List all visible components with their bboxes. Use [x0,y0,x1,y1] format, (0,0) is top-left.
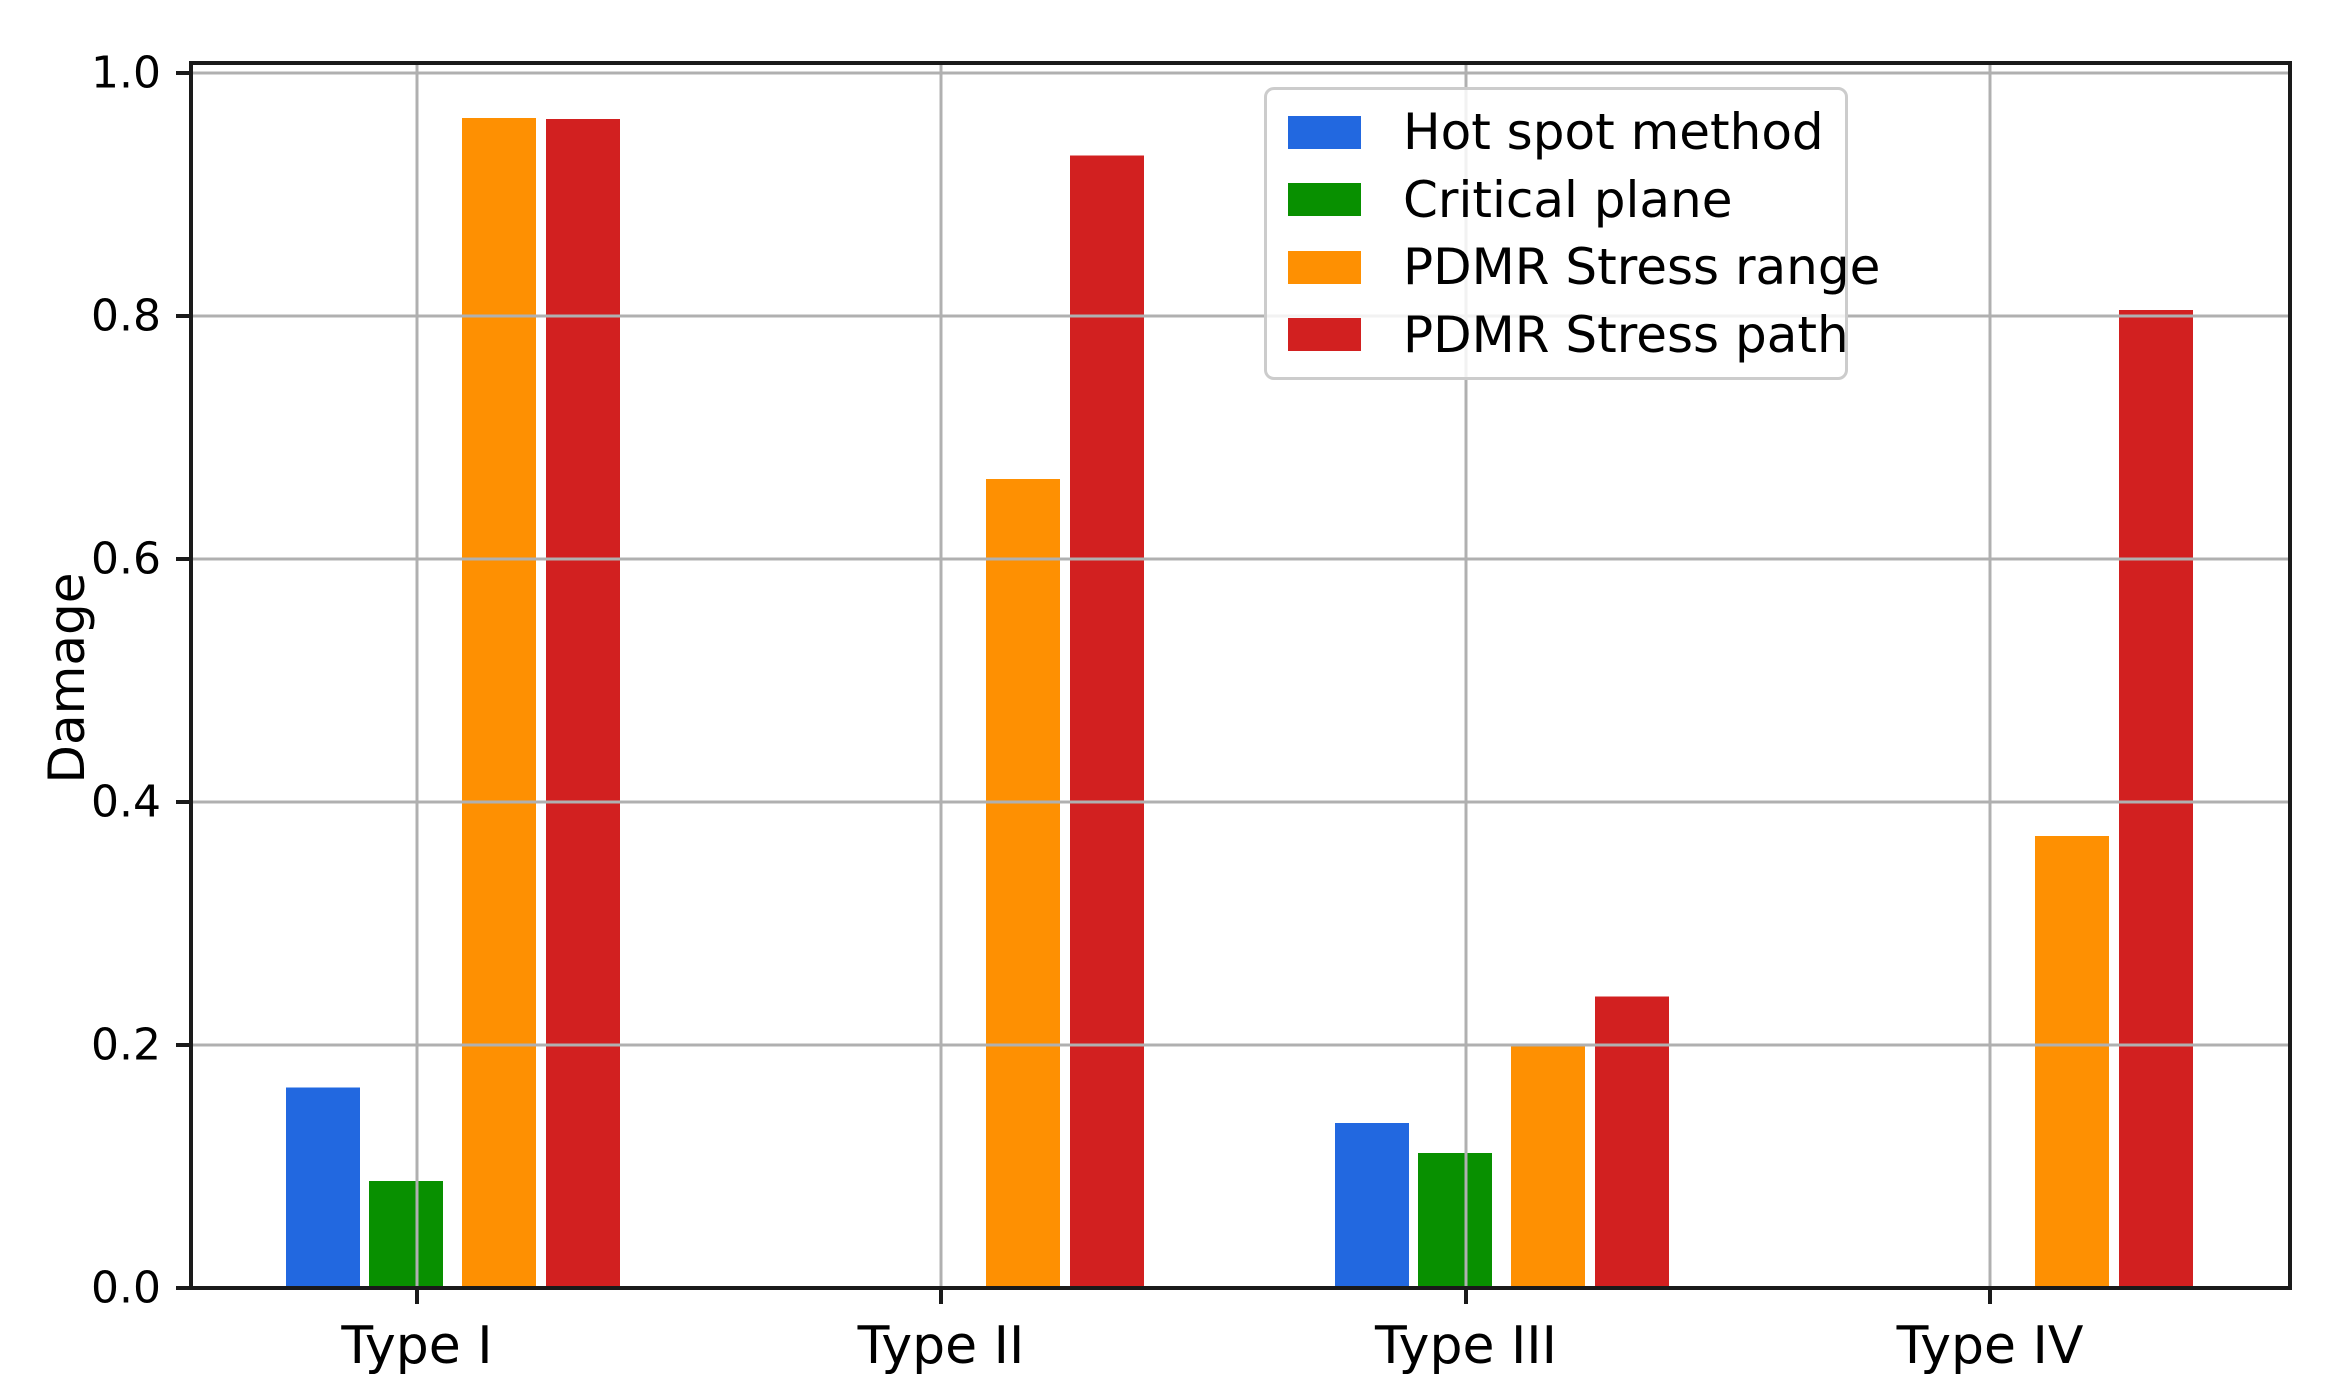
bar [286,1087,360,1288]
legend: Hot spot method Critical plane PDMR Stre… [1264,87,1880,380]
legend-swatch-red [1288,318,1361,352]
x-tick-label: Type II [857,1316,1025,1376]
x-tick-label: Type I [340,1316,492,1376]
bar [546,119,620,1288]
y-axis-label: Damage [38,572,96,784]
legend-label: PDMR Stress path [1403,305,1849,364]
y-tick-label: 0.2 [91,1020,161,1071]
legend-swatch-blue [1288,115,1361,149]
legend-label: Hot spot method [1403,103,1824,162]
plot-border [189,61,2292,1290]
bar [2035,836,2109,1288]
bar [1511,1045,1585,1288]
x-tick-label: Type III [1374,1316,1557,1376]
bar [462,117,536,1289]
legend-item: PDMR Stress range [1267,242,1880,292]
legend-label: PDMR Stress range [1403,238,1881,297]
bar [2119,309,2193,1288]
bar [1595,996,1669,1288]
y-tick-label: 0.0 [91,1263,161,1314]
bar [1335,1122,1409,1288]
legend-item: Critical plane [1267,175,1845,225]
x-tick-label: Type IV [1896,1316,2084,1376]
legend-label: Critical plane [1403,170,1733,229]
y-tick-label: 0.8 [91,291,161,342]
legend-item: PDMR Stress path [1267,310,1849,360]
legend-swatch-orange [1288,250,1361,284]
legend-item: Hot spot method [1267,107,1845,157]
y-tick-label: 0.4 [91,777,161,828]
y-tick-label: 0.6 [91,534,161,585]
bar [986,478,1060,1288]
bar [369,1181,443,1288]
bar [1070,155,1144,1288]
bar [1418,1153,1492,1288]
legend-swatch-green [1288,183,1361,217]
y-tick-label: 1.0 [91,48,161,99]
